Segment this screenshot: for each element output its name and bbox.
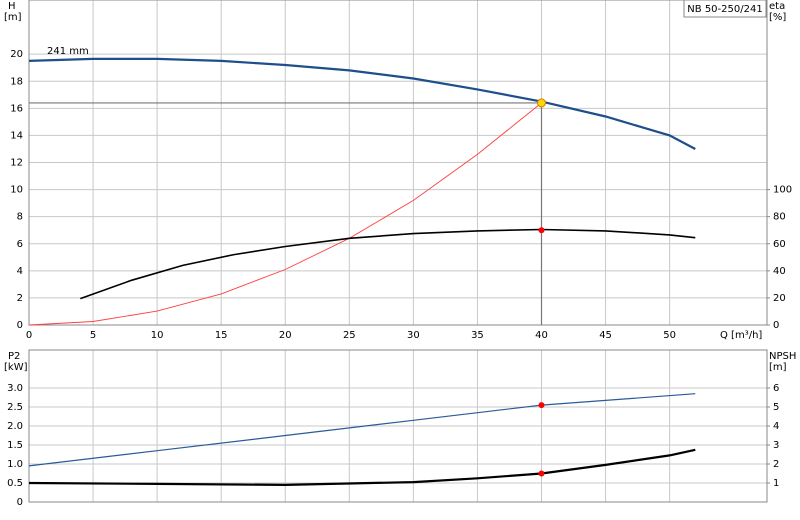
x-tick-label: 15 <box>215 330 228 341</box>
x-axis-label: Q [m³/h] <box>720 330 762 341</box>
y2-tick-label: 4 <box>773 421 779 432</box>
y-tick-label: 0 <box>17 497 23 508</box>
y-tick-label: 4 <box>17 266 23 277</box>
y2-tick-label: 20 <box>773 293 786 304</box>
x-tick-label: 30 <box>407 330 420 341</box>
y2-tick-label: 0 <box>773 320 779 331</box>
curve <box>28 102 542 326</box>
y2-axis-unit: [%] <box>769 12 786 23</box>
y2-axis-label: eta <box>769 1 785 12</box>
y2-tick-label: 60 <box>773 239 786 250</box>
y-tick-label: 0.5 <box>7 478 23 489</box>
y-tick-label: 0 <box>17 320 23 331</box>
y2-axis-unit: [m] <box>769 362 787 373</box>
model-label: NB 50-250/241 <box>687 4 762 15</box>
x-tick-label: 35 <box>471 330 484 341</box>
y-axis-label: H <box>8 1 16 12</box>
y2-axis-label: NPSH <box>769 351 796 362</box>
y-tick-label: 16 <box>10 103 23 114</box>
y-tick-label: 2.5 <box>7 402 23 413</box>
y-axis-label: P2 <box>8 351 20 362</box>
curve <box>28 448 696 487</box>
x-tick-label: 40 <box>535 330 548 341</box>
x-tick-label: 50 <box>663 330 676 341</box>
model-box <box>683 0 767 18</box>
duty-point <box>538 470 545 477</box>
duty-point <box>537 98 546 108</box>
duty-point <box>538 402 545 409</box>
plot-frame <box>28 0 768 326</box>
y2-tick-label: 1 <box>773 478 779 489</box>
y-axis-unit: [m] <box>4 12 22 23</box>
y-tick-label: 10 <box>10 185 23 196</box>
y-tick-label: 12 <box>10 158 23 169</box>
y2-tick-label: 5 <box>773 402 779 413</box>
curve <box>28 393 696 467</box>
y-tick-label: 1.0 <box>7 459 23 470</box>
y2-tick-label: 100 <box>773 185 792 196</box>
y-tick-label: 8 <box>17 212 23 223</box>
y-tick-label: 2.0 <box>7 421 23 432</box>
y-tick-label: 14 <box>10 130 23 141</box>
y2-tick-label: 80 <box>773 212 786 223</box>
x-tick-label: 5 <box>90 330 96 341</box>
y-tick-label: 3.0 <box>7 383 23 394</box>
y-tick-label: 6 <box>17 239 23 250</box>
duty-point <box>538 227 545 234</box>
x-tick-label: 20 <box>279 330 292 341</box>
x-tick-label: 0 <box>26 330 32 341</box>
y2-tick-label: 6 <box>773 383 779 394</box>
x-tick-label: 45 <box>599 330 612 341</box>
y-axis-unit: [kW] <box>4 362 28 373</box>
curve <box>80 228 696 300</box>
y-tick-label: 18 <box>10 76 23 87</box>
curve <box>28 57 696 150</box>
y-tick-label: 1.5 <box>7 440 23 451</box>
y2-tick-label: 2 <box>773 459 779 470</box>
y2-tick-label: 40 <box>773 266 786 277</box>
curve-label: 241 mm <box>47 46 89 57</box>
x-tick-label: 10 <box>151 330 164 341</box>
y-tick-label: 2 <box>17 293 23 304</box>
x-tick-label: 25 <box>343 330 356 341</box>
y2-tick-label: 3 <box>773 440 779 451</box>
y-tick-label: 20 <box>10 49 23 60</box>
